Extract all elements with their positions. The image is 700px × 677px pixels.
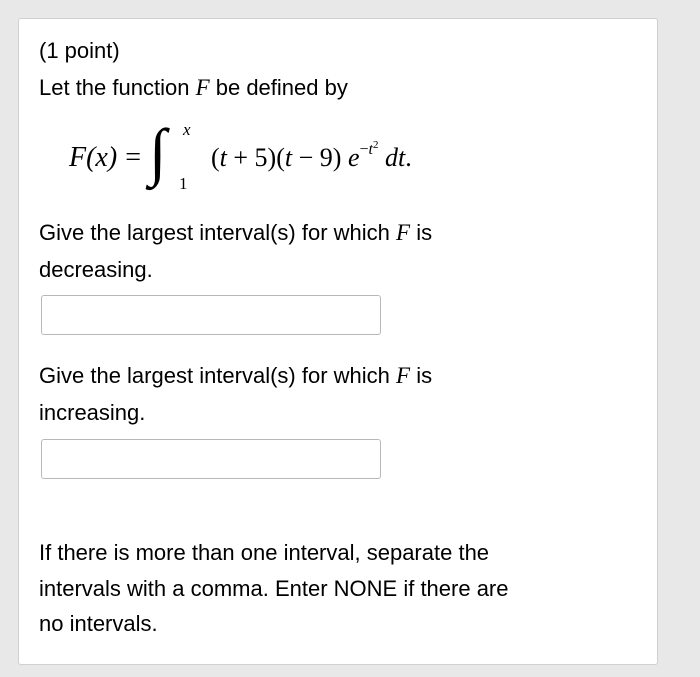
formula: F(x) = ∫ x 1 (t + 5)(t − 9) e−t2 dt. xyxy=(39,126,637,190)
points-label: (1 point) xyxy=(39,35,637,67)
integral-sign: ∫ x 1 xyxy=(149,126,199,190)
q1-var: F xyxy=(396,220,410,245)
hint-line3: no intervals. xyxy=(39,608,637,640)
q2-line1: Give the largest interval(s) for which F… xyxy=(39,359,637,392)
intro-line: Let the function F be defined by xyxy=(39,71,637,104)
answer-input-increasing[interactable] xyxy=(41,439,381,479)
equals-sign: = xyxy=(125,142,141,174)
q1-line1: Give the largest interval(s) for which F… xyxy=(39,216,637,249)
intro-var: F xyxy=(196,75,210,100)
hint-line1: If there is more than one interval, sepa… xyxy=(39,537,637,569)
integrand: (t + 5)(t − 9) e−t2 dt. xyxy=(211,143,412,173)
hint-line2: intervals with a comma. Enter NONE if th… xyxy=(39,573,637,605)
problem-card: (1 point) Let the function F be defined … xyxy=(18,18,658,665)
intro-post: be defined by xyxy=(210,75,348,100)
q1-line2: decreasing. xyxy=(39,254,637,286)
spacer xyxy=(39,503,637,533)
intro-pre: Let the function xyxy=(39,75,196,100)
formula-lhs: F(x) xyxy=(69,142,117,174)
upper-bound: x xyxy=(183,120,191,140)
answer-input-decreasing[interactable] xyxy=(41,295,381,335)
q2-pre: Give the largest interval(s) for which xyxy=(39,363,396,388)
q2-post: is xyxy=(410,363,432,388)
q1-pre: Give the largest interval(s) for which xyxy=(39,220,396,245)
q2-line2: increasing. xyxy=(39,397,637,429)
q1-post: is xyxy=(410,220,432,245)
lower-bound: 1 xyxy=(179,174,188,194)
q2-var: F xyxy=(396,363,410,388)
